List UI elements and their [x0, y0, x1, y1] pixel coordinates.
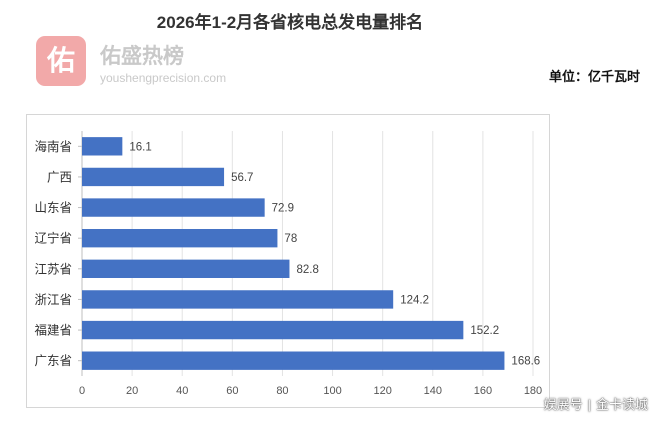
value-label: 168.6	[511, 356, 540, 368]
category-label: 海南省	[34, 139, 72, 154]
x-tick-label: 20	[126, 385, 138, 397]
category-label: 江苏省	[34, 261, 72, 276]
value-label: 82.8	[296, 264, 318, 276]
value-label: 124.2	[400, 294, 429, 306]
watermark-name: 佑盛热榜	[100, 45, 184, 68]
category-label: 山东省	[34, 201, 72, 215]
x-tick-label: 60	[226, 385, 238, 397]
footer-source: 娱展号	[543, 397, 583, 412]
bar	[82, 137, 123, 156]
bar	[82, 167, 225, 187]
plot-frame	[26, 114, 550, 408]
x-tick-label: 160	[474, 385, 492, 397]
x-tick-label: 0	[79, 385, 85, 397]
category-label: 辽宁省	[34, 231, 72, 246]
bar	[82, 351, 505, 370]
watermark-logo: 佑	[36, 36, 86, 86]
x-tick-label: 80	[276, 385, 288, 397]
bar	[82, 320, 464, 340]
x-tick-label: 180	[524, 385, 542, 397]
bar	[82, 198, 265, 217]
value-label: 152.2	[470, 325, 499, 337]
chart-title: 2026年1-2月各省核电总发电量排名	[156, 13, 424, 32]
value-label: 16.1	[129, 141, 151, 153]
value-label: 56.7	[231, 172, 253, 184]
unit-label: 单位：亿千瓦时	[548, 69, 640, 84]
x-tick-label: 100	[323, 385, 341, 397]
x-tick-label: 140	[424, 385, 442, 397]
footer-author: 金卡读城	[595, 397, 648, 412]
category-label: 广东省	[34, 354, 72, 368]
x-tick-label: 120	[373, 385, 391, 397]
bar	[82, 259, 290, 278]
value-label: 72.9	[272, 203, 294, 215]
footer-credit: 娱展号 | 金卡读城	[543, 397, 648, 412]
x-tick-label: 40	[176, 385, 188, 397]
watermark-url: youshengprecision.com	[100, 71, 227, 85]
category-label: 广西	[47, 170, 72, 184]
category-label: 福建省	[34, 323, 72, 338]
bar	[82, 290, 394, 309]
category-label: 浙江省	[34, 292, 72, 307]
value-label: 78	[284, 233, 297, 245]
bar	[82, 229, 278, 248]
